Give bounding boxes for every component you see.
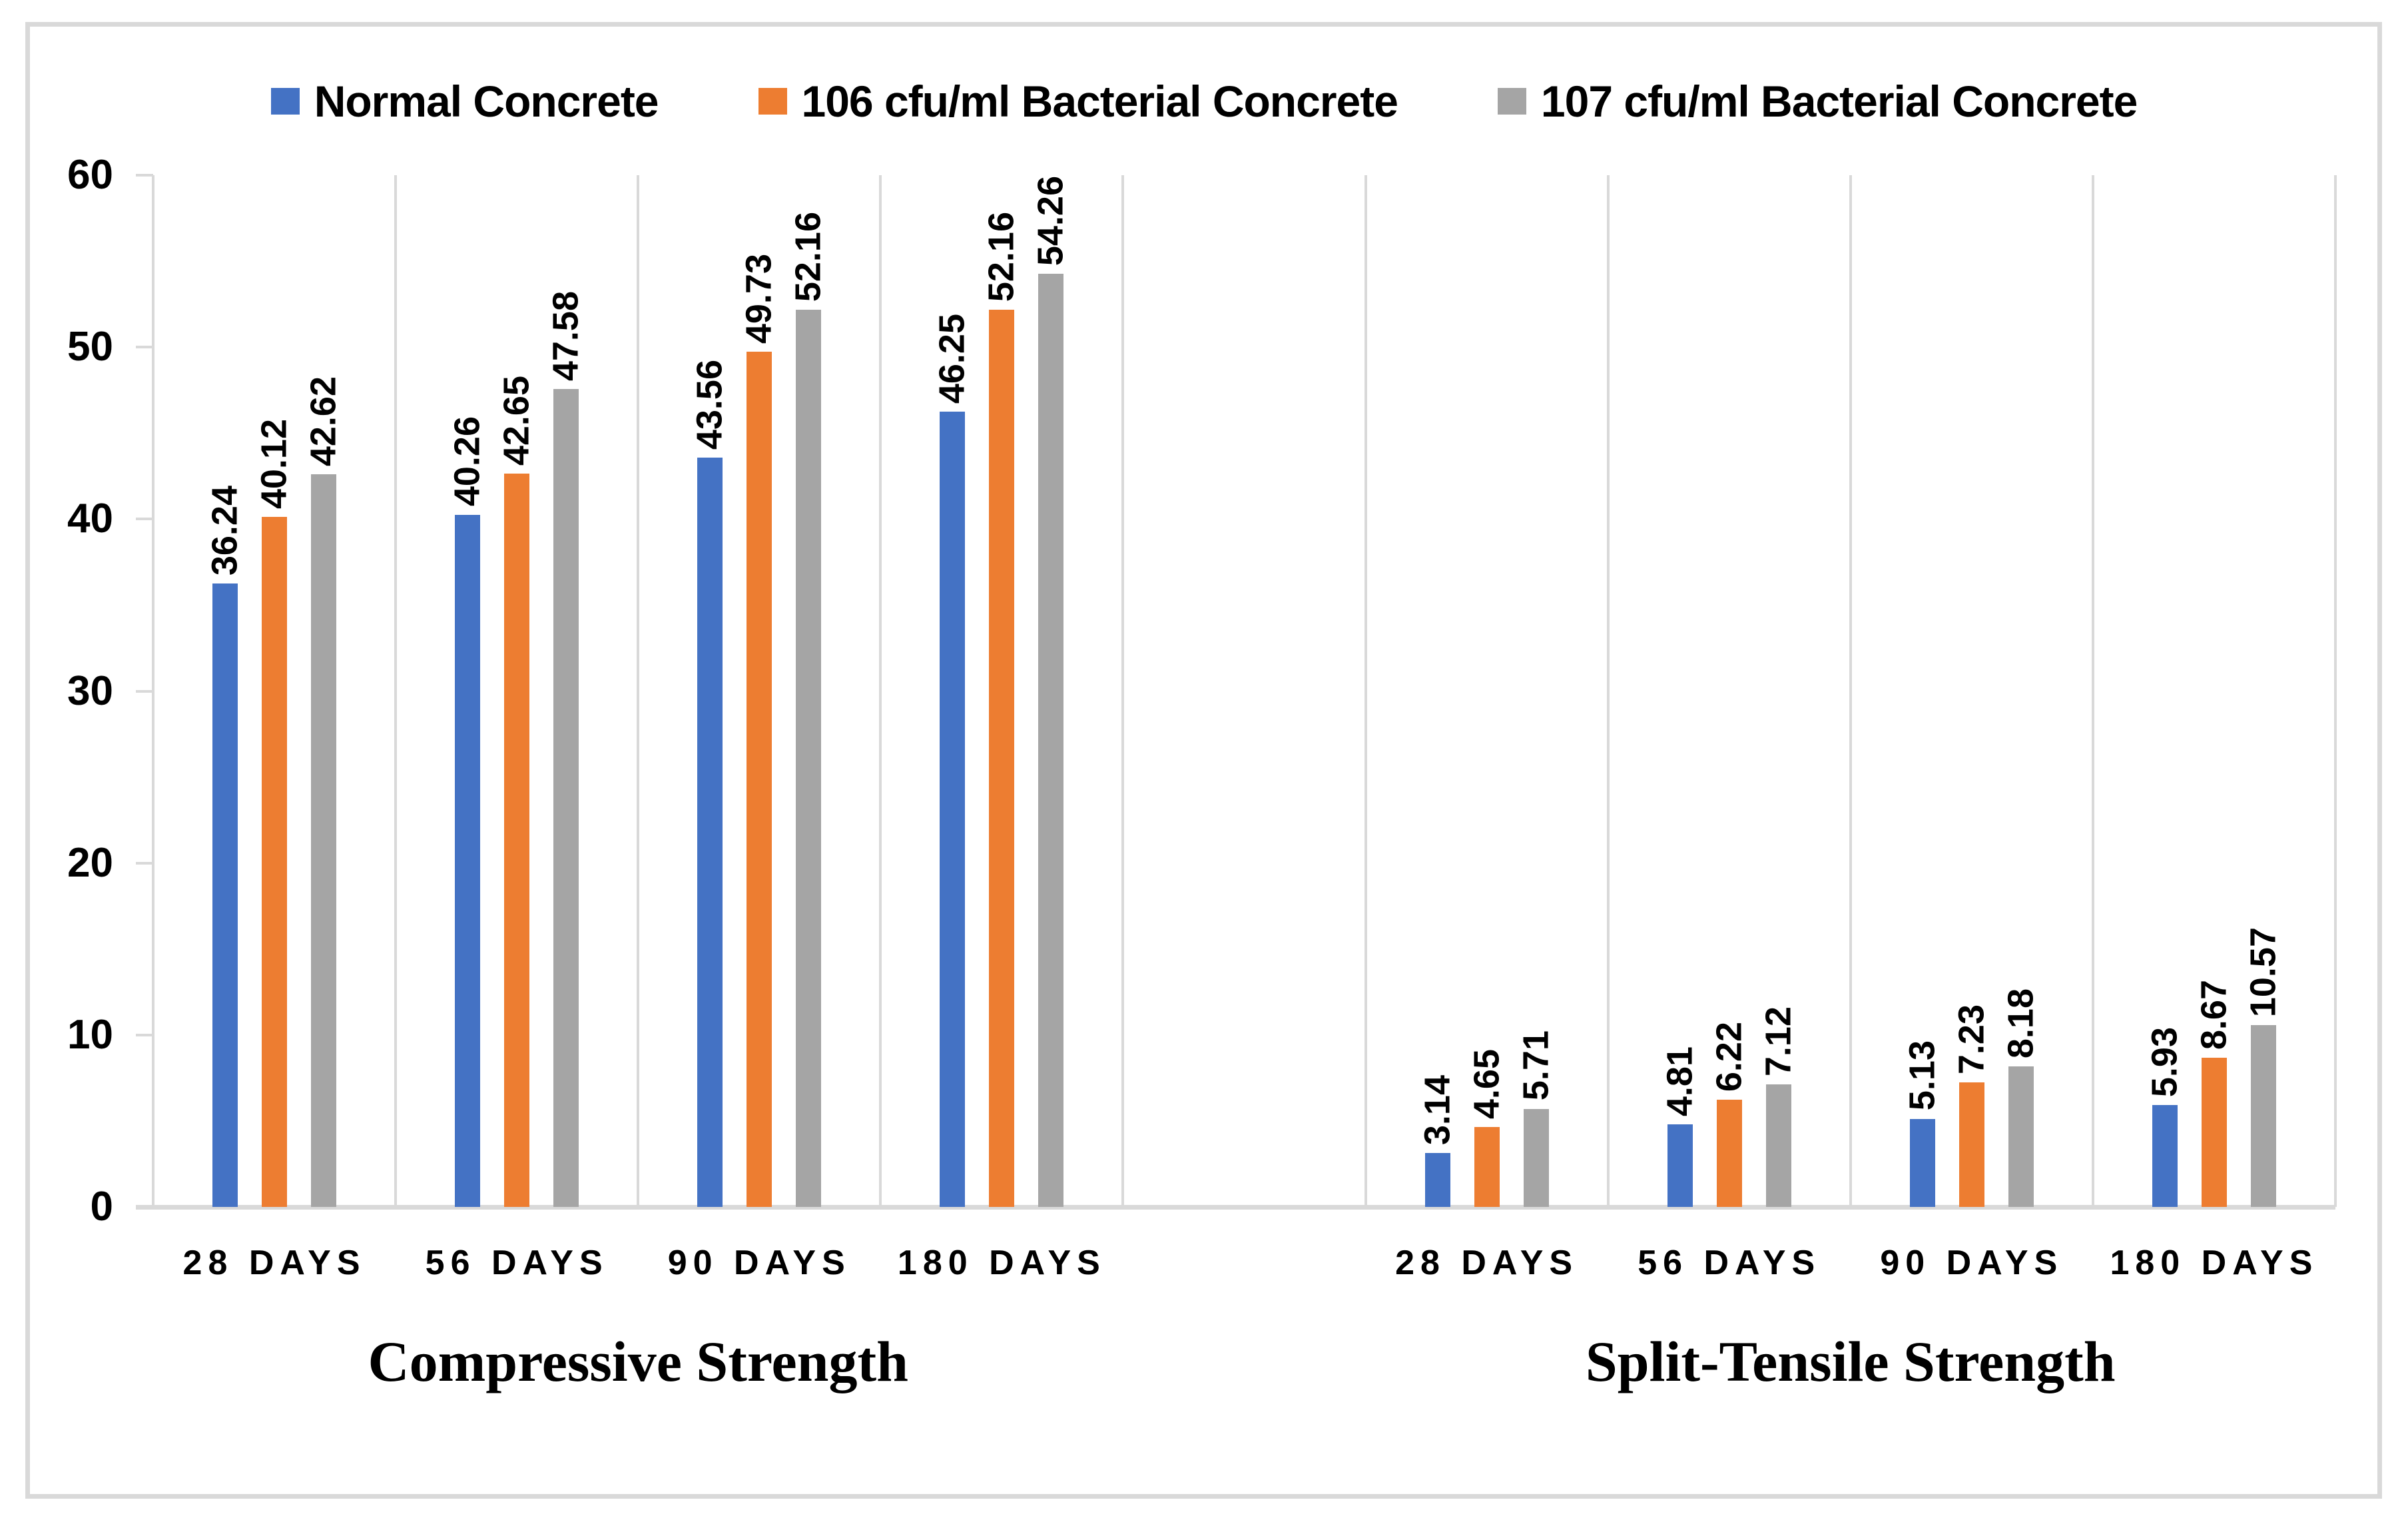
bar-bacterial-107 <box>2250 1025 2276 1207</box>
category-label: 180 DAYS <box>897 1244 1106 1282</box>
category-separator-line <box>394 175 398 1207</box>
group-title-compressive: Compressive Strength <box>368 1329 908 1393</box>
data-label: 7.23 <box>1951 1004 1992 1075</box>
data-label: 40.12 <box>254 419 294 510</box>
data-label: 36.24 <box>204 486 245 576</box>
y-axis-label: 0 <box>90 1184 113 1230</box>
y-axis-line <box>152 175 154 1207</box>
bar-bacterial-107 <box>796 310 822 1207</box>
data-label: 42.62 <box>303 376 344 466</box>
bar-normal-concrete <box>1909 1118 1935 1207</box>
category-separator-line <box>1849 175 1852 1207</box>
data-label: 10.57 <box>2243 927 2283 1018</box>
data-label: 8.18 <box>2000 988 2041 1058</box>
data-label: 40.26 <box>447 416 487 507</box>
data-label: 49.73 <box>739 254 779 344</box>
y-axis-tick <box>136 689 153 693</box>
data-label: 47.58 <box>545 290 586 381</box>
data-label: 5.13 <box>1902 1040 1943 1111</box>
data-label: 4.81 <box>1659 1046 1700 1116</box>
category-separator-line <box>1121 175 1125 1207</box>
data-label: 54.26 <box>1030 176 1071 266</box>
y-axis-tick <box>136 1033 153 1036</box>
bar-bacterial-107 <box>2008 1066 2034 1207</box>
y-axis-tick <box>136 518 153 521</box>
y-axis-tick <box>136 861 153 865</box>
y-axis-label: 50 <box>67 324 113 370</box>
bar-bacterial-107 <box>553 388 579 1207</box>
bar-bacterial-107 <box>1523 1108 1549 1207</box>
y-axis-label: 60 <box>67 152 113 198</box>
bar-bacterial-106 <box>504 473 530 1207</box>
legend-item-bacterial-107: 107 cfu/ml Bacterial Concrete <box>1497 77 2138 126</box>
category-separator-line <box>2334 175 2337 1207</box>
y-axis-label: 10 <box>67 1011 113 1058</box>
legend-label: Normal Concrete <box>314 77 659 126</box>
bar-bacterial-107 <box>1765 1084 1791 1207</box>
data-label: 8.67 <box>2194 980 2234 1050</box>
y-axis-label: 20 <box>67 839 113 886</box>
category-label: 90 DAYS <box>667 1244 851 1282</box>
y-axis-tick <box>136 346 153 349</box>
legend-label: 106 cfu/ml Bacterial Concrete <box>801 77 1398 126</box>
data-label: 5.71 <box>1515 1030 1556 1101</box>
bar-bacterial-106 <box>262 517 288 1207</box>
legend-swatch-orange <box>758 88 787 115</box>
bar-bacterial-106 <box>747 352 772 1207</box>
data-label: 7.12 <box>1758 1006 1799 1077</box>
data-label: 6.22 <box>1709 1022 1749 1092</box>
legend-swatch-blue <box>270 88 300 115</box>
bar-bacterial-106 <box>1716 1100 1742 1207</box>
legend-item-normal-concrete: Normal Concrete <box>270 77 659 126</box>
category-label: 28 DAYS <box>182 1244 366 1282</box>
bar-normal-concrete <box>455 514 481 1207</box>
bar-bacterial-106 <box>2201 1058 2227 1207</box>
data-label: 3.14 <box>1416 1074 1457 1145</box>
bar-normal-concrete <box>1667 1124 1693 1207</box>
group-title-split-tensile: Split-Tensile Strength <box>1585 1329 2116 1393</box>
bar-normal-concrete <box>212 583 238 1207</box>
legend-swatch-gray <box>1497 88 1526 115</box>
legend-label: 107 cfu/ml Bacterial Concrete <box>1540 77 2138 126</box>
category-separator-line <box>1364 175 1367 1207</box>
data-label: 42.65 <box>496 375 537 466</box>
category-separator-line <box>2091 175 2094 1207</box>
category-label: 90 DAYS <box>1880 1244 2064 1282</box>
bar-normal-concrete <box>2152 1104 2178 1207</box>
y-axis-label: 30 <box>67 667 113 714</box>
x-axis-line <box>136 1205 2335 1210</box>
bar-bacterial-107 <box>311 474 337 1207</box>
chart-frame <box>25 22 2382 1499</box>
bar-bacterial-107 <box>1038 274 1064 1207</box>
bar-bacterial-106 <box>1474 1126 1500 1207</box>
category-separator-line <box>1606 175 1610 1207</box>
legend: Normal Concrete 106 cfu/ml Bacterial Con… <box>0 61 2408 141</box>
data-label: 46.25 <box>932 313 972 404</box>
bar-normal-concrete <box>697 458 723 1207</box>
legend-item-bacterial-106: 106 cfu/ml Bacterial Concrete <box>758 79 1398 123</box>
y-axis-tick <box>136 174 153 177</box>
category-label: 56 DAYS <box>425 1244 609 1282</box>
category-label: 56 DAYS <box>1638 1244 1821 1282</box>
bar-bacterial-106 <box>989 310 1015 1207</box>
category-separator-line <box>637 175 640 1207</box>
bar-normal-concrete <box>1424 1152 1450 1207</box>
bar-normal-concrete <box>940 411 966 1207</box>
y-axis-label: 40 <box>67 496 113 542</box>
bar-bacterial-106 <box>1958 1082 1984 1207</box>
data-label: 52.16 <box>788 212 828 302</box>
data-label: 52.16 <box>981 212 1022 302</box>
category-label: 180 DAYS <box>2110 1244 2319 1282</box>
data-label: 4.65 <box>1466 1048 1506 1119</box>
data-label: 5.93 <box>2144 1026 2185 1097</box>
data-label: 43.56 <box>689 360 730 450</box>
category-label: 28 DAYS <box>1395 1244 1579 1282</box>
category-separator-line <box>879 175 882 1207</box>
